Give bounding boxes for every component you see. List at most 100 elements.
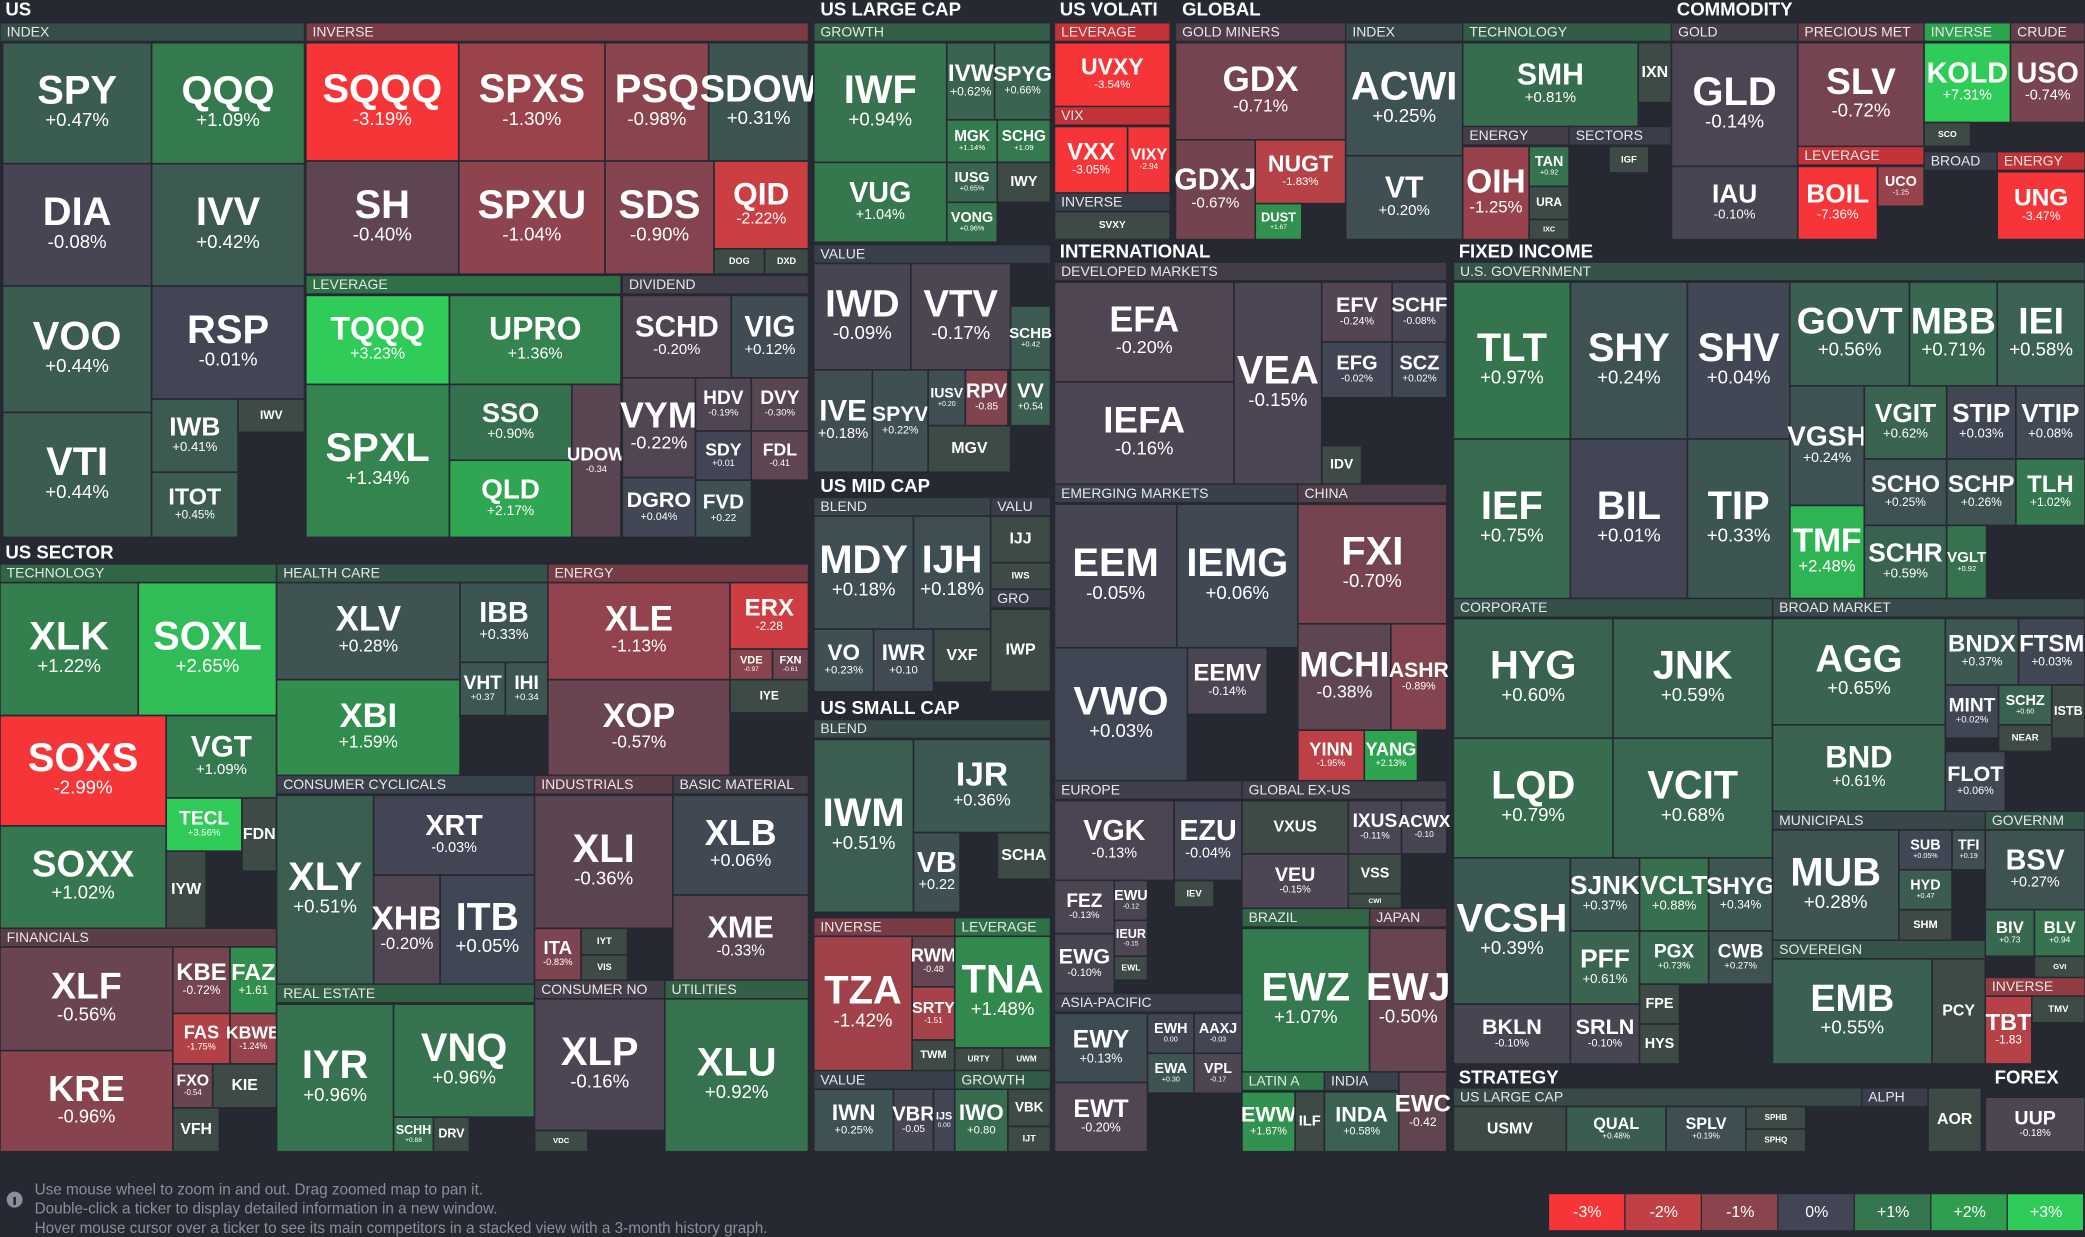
ticker-tile[interactable] — [1745, 1128, 1807, 1153]
ticker-tile[interactable] — [1126, 125, 1171, 194]
ticker-tile[interactable] — [912, 515, 992, 630]
ticker-tile[interactable] — [771, 648, 810, 681]
ticker-tile[interactable] — [1113, 955, 1149, 981]
ticker-tile[interactable] — [1391, 341, 1448, 399]
ticker-tile[interactable] — [448, 459, 573, 539]
ticker-tile[interactable] — [1113, 919, 1149, 958]
ticker-tile[interactable] — [729, 678, 810, 714]
ticker-tile[interactable] — [1984, 829, 2085, 911]
ticker-tile[interactable] — [1241, 927, 1371, 1073]
ticker-tile[interactable] — [812, 935, 913, 1072]
ticker-tile[interactable] — [1193, 1012, 1243, 1055]
ticker-tile[interactable] — [996, 161, 1052, 204]
ticker-tile[interactable] — [1, 411, 153, 539]
ticker-tile[interactable] — [1997, 684, 2053, 726]
ticker-tile[interactable] — [305, 383, 451, 539]
ticker-tile[interactable] — [1569, 857, 1641, 932]
ticker-tile[interactable] — [1254, 139, 1347, 205]
ticker-tile[interactable] — [694, 430, 753, 482]
ticker-tile[interactable] — [1368, 927, 1448, 1073]
ticker-tile[interactable] — [964, 369, 1009, 427]
ticker-tile[interactable] — [1, 41, 153, 165]
ticker-tile[interactable] — [1927, 1087, 1983, 1153]
ticker-tile[interactable] — [1569, 438, 1689, 600]
ticker-tile[interactable] — [1391, 281, 1448, 343]
ticker-tile[interactable] — [672, 794, 810, 896]
ticker-tile[interactable] — [604, 160, 715, 275]
ticker-tile[interactable] — [1344, 41, 1464, 157]
ticker-tile[interactable] — [1452, 1105, 1568, 1153]
ticker-tile[interactable] — [1931, 958, 1987, 1065]
ticker-tile[interactable] — [1945, 524, 1988, 600]
ticker-tile[interactable] — [672, 894, 810, 981]
ticker-tile[interactable] — [1863, 385, 1948, 460]
ticker-tile[interactable] — [750, 377, 810, 432]
ticker-tile[interactable] — [927, 424, 1012, 474]
ticker-tile[interactable] — [432, 1116, 471, 1153]
ticker-tile[interactable] — [1320, 281, 1394, 343]
ticker-tile[interactable] — [694, 479, 753, 539]
ticker-tile[interactable] — [953, 1088, 1009, 1153]
ticker-tile[interactable] — [1612, 737, 1774, 859]
ticker-tile[interactable] — [165, 850, 207, 930]
ticker-tile[interactable] — [1796, 165, 1879, 241]
ticker-tile[interactable] — [892, 1088, 935, 1153]
ticker-tile[interactable] — [989, 561, 1052, 591]
ticker-tile[interactable] — [1898, 908, 1953, 942]
ticker-tile[interactable] — [932, 628, 992, 684]
ticker-tile[interactable] — [1390, 623, 1448, 731]
ticker-tile[interactable] — [457, 160, 606, 275]
ticker-tile[interactable] — [604, 41, 710, 162]
ticker-tile[interactable] — [1984, 995, 2033, 1065]
ticker-tile[interactable] — [1241, 1091, 1296, 1153]
ticker-tile[interactable] — [1241, 853, 1350, 910]
ticker-tile[interactable] — [1707, 857, 1774, 932]
ticker-tile[interactable] — [137, 581, 278, 717]
ticker-tile[interactable] — [1984, 1096, 2085, 1153]
ticker-tile[interactable] — [1347, 853, 1403, 895]
ticker-tile[interactable] — [1898, 869, 1953, 911]
ticker-tile[interactable] — [953, 935, 1052, 1049]
ticker-tile[interactable] — [533, 998, 666, 1132]
ticker-tile[interactable] — [1053, 1012, 1149, 1084]
ticker-tile[interactable] — [1996, 170, 2085, 241]
ticker-tile[interactable] — [1452, 281, 1572, 440]
ticker-tile[interactable] — [547, 678, 731, 777]
ticker-tile[interactable] — [1565, 1105, 1667, 1153]
ticker-tile[interactable] — [241, 797, 278, 872]
ticker-tile[interactable] — [0, 714, 168, 827]
ticker-tile[interactable] — [1638, 983, 1681, 1025]
ticker-tile[interactable] — [912, 831, 961, 914]
ticker-tile[interactable] — [945, 119, 999, 164]
ticker-tile[interactable] — [1186, 646, 1269, 716]
ticker-tile[interactable] — [713, 160, 810, 250]
ticker-tile[interactable] — [448, 294, 622, 386]
ticker-tile[interactable] — [989, 608, 1052, 693]
ticker-tile[interactable] — [1400, 799, 1448, 855]
ticker-tile[interactable] — [2009, 41, 2085, 124]
ticker-tile[interactable] — [237, 398, 306, 434]
ticker-tile[interactable] — [1528, 218, 1570, 241]
ticker-tile[interactable] — [1686, 281, 1791, 440]
ticker-tile[interactable] — [1638, 1023, 1681, 1065]
ticker-tile[interactable] — [1053, 210, 1171, 241]
ticker-tile[interactable] — [750, 430, 810, 482]
ticker-tile[interactable] — [945, 161, 999, 204]
ticker-tile[interactable] — [1007, 1125, 1052, 1153]
ticker-tile[interactable] — [1608, 145, 1650, 174]
ticker-tile[interactable] — [533, 927, 582, 981]
ticker-tile[interactable] — [1569, 281, 1689, 440]
ticker-tile[interactable] — [533, 1129, 589, 1153]
ticker-tile[interactable] — [927, 369, 967, 427]
ticker-tile[interactable] — [1294, 1091, 1326, 1153]
ticker-tile[interactable] — [439, 874, 536, 985]
ticker-tile[interactable] — [812, 1088, 895, 1153]
ticker-tile[interactable] — [1945, 458, 2017, 527]
ticker-tile[interactable] — [1569, 930, 1641, 1005]
ticker-tile[interactable] — [730, 294, 810, 379]
ticker-tile[interactable] — [1452, 857, 1572, 1005]
ticker-tile[interactable] — [1053, 503, 1178, 649]
ticker-tile[interactable] — [812, 738, 915, 914]
ticker-tile[interactable] — [729, 648, 774, 681]
ticker-tile[interactable] — [1452, 737, 1614, 859]
